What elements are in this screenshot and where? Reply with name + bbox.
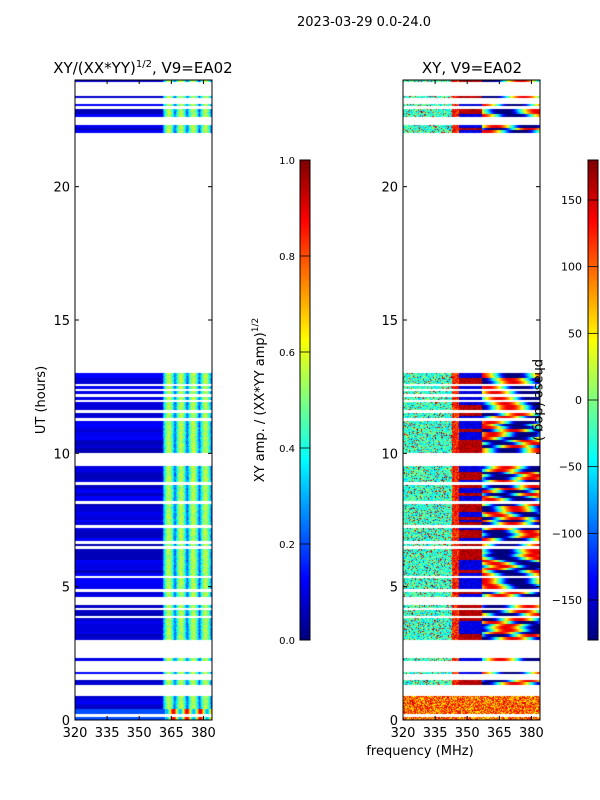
amp-ytick-label: 20 bbox=[53, 181, 70, 196]
phase-colorbar-tick-label: 50 bbox=[568, 327, 582, 340]
phase-colorbar-tick-label: 100 bbox=[561, 261, 582, 274]
phase-xtick-label: 320 bbox=[391, 726, 416, 741]
amp-ytick-label: 0 bbox=[62, 714, 70, 729]
phase-colorbar-tick-label: −100 bbox=[552, 527, 582, 540]
amp-ytick-label: 15 bbox=[53, 314, 70, 329]
amp-xtick-label: 335 bbox=[95, 726, 120, 741]
amp-xtick-label: 380 bbox=[191, 726, 216, 741]
amp-heatmap bbox=[75, 80, 212, 720]
phase-ytick-label: 10 bbox=[381, 447, 398, 462]
phase-heatmap bbox=[403, 80, 540, 720]
phase-xtick-label: 365 bbox=[487, 726, 512, 741]
phase-xtick-label: 350 bbox=[455, 726, 480, 741]
amp-colorbar bbox=[300, 160, 310, 640]
amp-xtick-label: 365 bbox=[159, 726, 184, 741]
phase-ytick-label: 0 bbox=[390, 714, 398, 729]
phase-ytick-label: 5 bbox=[390, 581, 398, 596]
phase-xtick-label: 335 bbox=[423, 726, 448, 741]
amp-colorbar-tick-label: 0.2 bbox=[279, 540, 295, 551]
x-axis-label: frequency (MHz) bbox=[366, 744, 473, 759]
amp-colorbar-tick-label: 0.0 bbox=[279, 636, 295, 647]
amp-xtick-label: 350 bbox=[127, 726, 152, 741]
phase-colorbar-label: phase (deg.) bbox=[531, 359, 546, 441]
phase-ytick-label: 20 bbox=[381, 181, 398, 196]
phase-colorbar-tick-label: −50 bbox=[559, 461, 582, 474]
phase-colorbar-tick-label: −150 bbox=[552, 594, 582, 607]
phase-colorbar-tick-label: 0 bbox=[575, 394, 582, 407]
phase-title: XY, V9=EA02 bbox=[422, 59, 522, 77]
suptitle: 2023-03-29 0.0-24.0 bbox=[297, 15, 431, 30]
phase-axes-frame bbox=[402, 79, 541, 721]
amp-colorbar-tick-label: 0.8 bbox=[279, 252, 295, 263]
phase-colorbar-tick-label: 150 bbox=[561, 194, 582, 207]
amp-xtick-label: 320 bbox=[63, 726, 88, 741]
phase-ytick-label: 15 bbox=[381, 314, 398, 329]
amp-colorbar-tick-label: 0.6 bbox=[279, 348, 295, 359]
amp-ytick-label: 5 bbox=[62, 581, 70, 596]
amp-colorbar-frame bbox=[299, 159, 311, 641]
amp-title: XY/(XX*YY)1/2, V9=EA02 bbox=[53, 59, 232, 77]
y-axis-label: UT (hours) bbox=[34, 366, 49, 434]
phase-xtick-label: 380 bbox=[519, 726, 544, 741]
amp-axes-frame bbox=[74, 79, 213, 721]
amp-ytick-label: 10 bbox=[53, 447, 70, 462]
amp-colorbar-tick-label: 1.0 bbox=[279, 156, 295, 167]
amp-colorbar-label: XY amp. / (XX*YY amp)1/2 bbox=[251, 318, 268, 482]
amp-colorbar-tick-label: 0.4 bbox=[279, 444, 295, 455]
